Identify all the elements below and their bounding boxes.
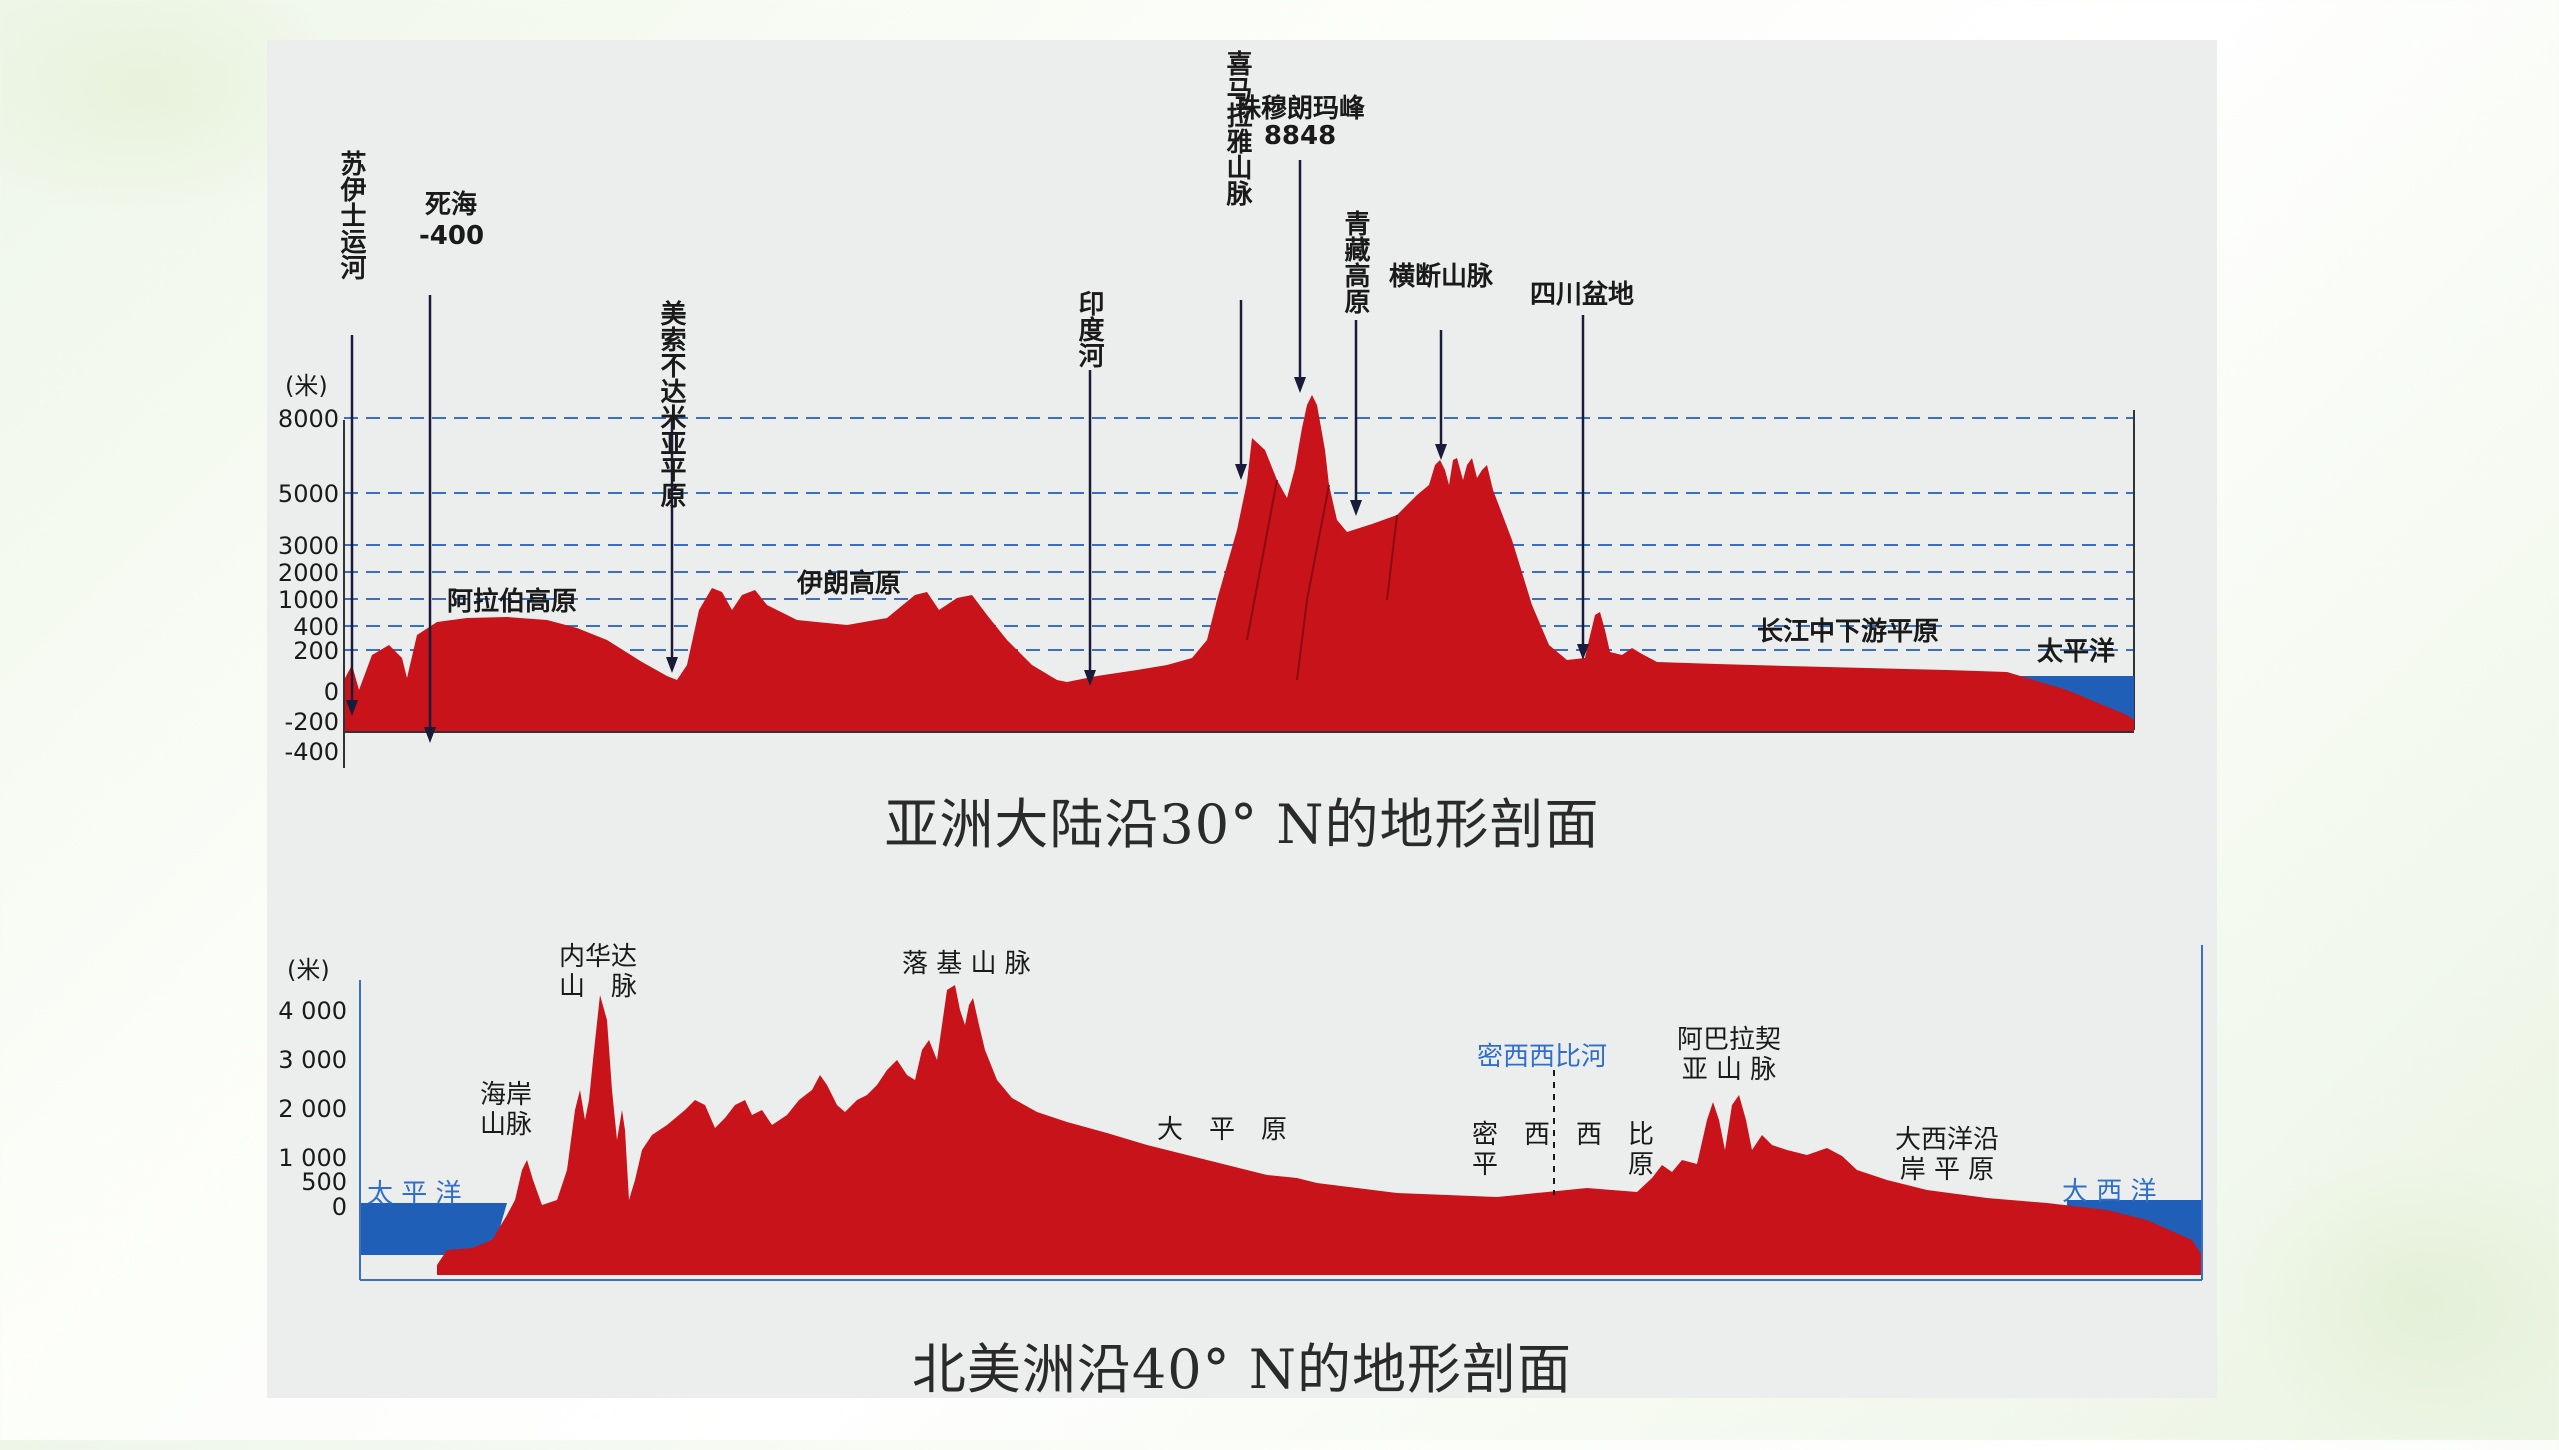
namerica-caption: 北美洲沿40° N的地形剖面: [911, 1338, 1573, 1401]
asia-gridlines: [344, 417, 2134, 651]
label-pacific-ocean: 太 平 洋: [367, 1179, 462, 1209]
label-appalachian-part2: 亚 山 脉: [1682, 1055, 1777, 1085]
tick-label: 2 000: [278, 1095, 347, 1123]
asia-unit-label: (米): [285, 372, 328, 400]
asia-terrain-land: [344, 395, 2134, 732]
label-nevada-part1: 内华达: [559, 942, 637, 972]
tick-label: 0: [332, 1193, 347, 1221]
namerica-y-ticks: 4 000 3 000 2 000 1 000 500 0: [278, 997, 347, 1221]
asia-caption: 亚洲大陆沿30° N的地形剖面: [884, 793, 1600, 856]
label-everest-value: 8848: [1264, 121, 1336, 151]
label-arabian-plateau: 阿拉伯高原: [447, 586, 577, 617]
tick-label: 0: [324, 678, 339, 706]
arrowhead: [424, 727, 436, 743]
arrowhead: [1350, 500, 1362, 516]
ridge-line: [1296, 484, 1330, 681]
tick-label: 500: [301, 1168, 347, 1196]
label-dead-sea: 死海: [425, 190, 477, 220]
label-pacific-ocean: 太平洋: [2037, 636, 2115, 667]
label-coast-range-part2: 山脉: [480, 1110, 532, 1140]
label-qinghai-tibet: 青藏高原: [1340, 210, 1370, 315]
asia-arrowheads: [346, 377, 1589, 743]
label-suez-canal: 苏伊士运河: [336, 150, 367, 280]
arrowhead: [1084, 670, 1096, 686]
namerica-profile: (米) 4 000 3 000 2 000 1 000 500 0 内华达 山 …: [278, 942, 2203, 1281]
tick-label: -200: [285, 708, 339, 736]
figure-panel: (米) 8000 5000 3000 2000 1000 400 200 0 -…: [267, 40, 2217, 1401]
tick-label: -400: [285, 738, 339, 766]
namerica-unit-label: (米): [287, 956, 330, 984]
label-mesopotamia: 美索不达米亚平原: [656, 299, 686, 509]
namerica-feature-labels: 内华达 山 脉 落 基 山 脉 海岸 山脉 太 平 洋 大 平 原 密西西比河 …: [367, 942, 2157, 1209]
arrowhead: [1577, 644, 1589, 660]
asia-ridge-lines: [1246, 479, 1398, 681]
label-mississippi-plain-part1: 密 西 西 比: [1472, 1120, 1654, 1150]
asia-pointer-arrows: [350, 160, 1585, 735]
label-nevada-part2: 山 脉: [559, 972, 637, 1002]
label-indus: 印度河: [1074, 290, 1104, 368]
tick-label: 3 000: [278, 1046, 347, 1074]
arrowhead: [1294, 377, 1306, 393]
arrowhead: [1435, 444, 1447, 460]
tick-label: 400: [293, 613, 339, 641]
tick-label: 4 000: [278, 997, 347, 1025]
terrain-profiles: (米) 8000 5000 3000 2000 1000 400 200 0 -…: [278, 50, 2203, 1281]
label-dead-sea-value: -400: [419, 221, 484, 251]
ridge-line: [1386, 514, 1398, 601]
tick-label: 200: [293, 637, 339, 665]
label-iranian-plateau: 伊朗高原: [796, 568, 901, 599]
asia-feature-labels: 苏伊士运河 死海 -400 美索不达米亚平原 印度河 喜马拉雅山脉 珠穆朗玛峰 …: [336, 50, 2115, 667]
label-appalachian-part1: 阿巴拉契: [1677, 1025, 1781, 1055]
tick-label: 8000: [278, 405, 339, 433]
label-hengduan: 横断山脉: [1389, 261, 1494, 292]
label-sichuan-basin: 四川盆地: [1530, 279, 1634, 310]
ridge-line: [1246, 479, 1278, 641]
label-great-plains: 大 平 原: [1157, 1115, 1287, 1145]
label-rockies: 落 基 山 脉: [902, 949, 1031, 979]
label-atlantic-plain-part2: 岸 平 原: [1900, 1155, 1995, 1185]
label-everest: 珠穆朗玛峰: [1235, 93, 1365, 124]
tick-label: 5000: [278, 480, 339, 508]
label-mississippi-river: 密西西比河: [1477, 1042, 1607, 1072]
label-yangtze-plain: 长江中下游平原: [1757, 617, 1939, 647]
label-himalaya: 喜马拉雅山脉: [1222, 50, 1252, 207]
label-atlantic-plain-part1: 大西洋沿: [1895, 1125, 1999, 1155]
arrowhead: [1235, 464, 1247, 480]
namerica-pacific-ocean: [360, 1203, 507, 1255]
namerica-terrain-land: [437, 985, 2202, 1280]
asia-y-ticks: 8000 5000 3000 2000 1000 400 200 0 -200 …: [278, 405, 339, 766]
tick-label: 1 000: [278, 1144, 347, 1172]
asia-profile: (米) 8000 5000 3000 2000 1000 400 200 0 -…: [278, 50, 2135, 768]
label-coast-range-part1: 海岸: [480, 1080, 532, 1110]
arrowhead: [666, 657, 678, 673]
tick-label: 3000: [278, 532, 339, 560]
background-flower-decoration: [2230, 1150, 2559, 1450]
tick-label: 2000: [278, 559, 339, 587]
tick-label: 1000: [278, 586, 339, 614]
label-atlantic-ocean: 大 西 洋: [2062, 1177, 2157, 1207]
label-mississippi-plain-part2: 平 原: [1472, 1150, 1654, 1180]
arrowhead: [346, 700, 358, 716]
